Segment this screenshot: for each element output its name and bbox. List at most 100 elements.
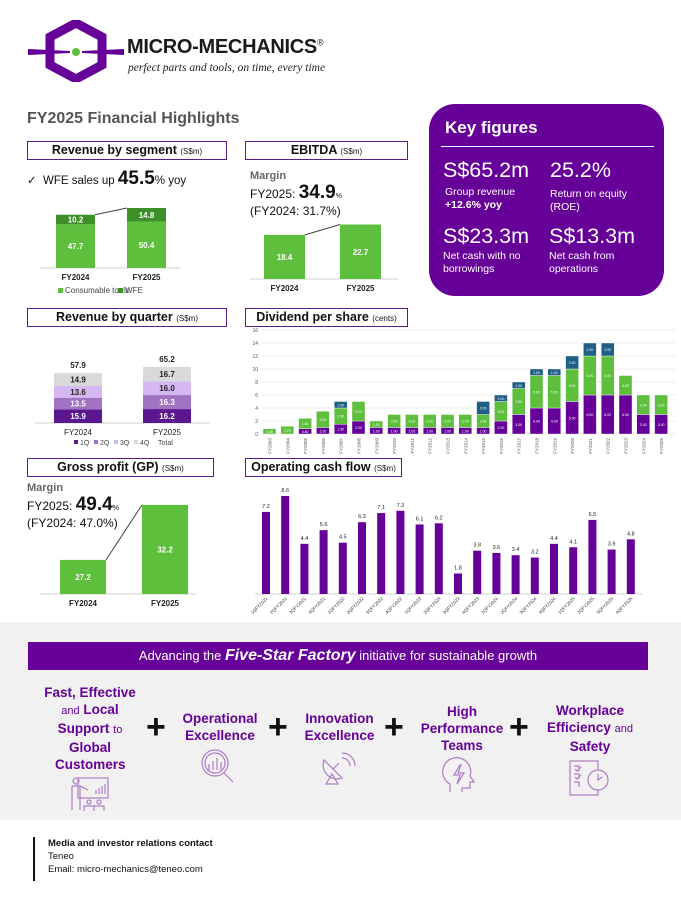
data-label: 32.2 (157, 545, 173, 554)
tagline: perfect parts and tools, on time, every … (128, 62, 326, 74)
data-label: 5.00 (569, 384, 576, 388)
cash-flow-bar (550, 543, 558, 594)
data-label: 5.00 (551, 390, 558, 394)
x-tick-label: FY2025 (153, 428, 182, 437)
data-label: 16.2 (159, 412, 175, 421)
y-tick-label: 16 (252, 328, 258, 334)
legend-swatch (118, 288, 123, 293)
x-tick-label: FY2018 (535, 438, 540, 454)
cash-flow-bar (626, 539, 635, 594)
dividend-bar (565, 355, 579, 370)
x-tick-label: FY2024 (64, 428, 93, 437)
x-tick-label: FY2011 (410, 438, 415, 454)
pillar-high-performance-teams: High Performance Teams (420, 704, 504, 753)
legend-label: 2Q (100, 440, 110, 447)
data-label: 14.9 (70, 376, 86, 385)
bar-wfe (127, 208, 166, 222)
data-label: 22.7 (353, 248, 369, 257)
y-tick-label: 2 (255, 419, 258, 425)
data-label: 6.1 (416, 516, 424, 522)
data-label: 1.00 (373, 423, 380, 427)
company-logo (28, 20, 124, 82)
data-label: 6.00 (604, 374, 611, 378)
legend-swatch (58, 288, 63, 293)
pillar-customer-support: Fast, Effective and Local Support to Glo… (44, 685, 136, 772)
data-label: 16.3 (159, 398, 175, 407)
dividend-bar (601, 342, 615, 357)
cash-flow-header: Operating cash flow (S$m) (245, 458, 402, 477)
data-label: 0.80 (266, 430, 273, 434)
cash-flow-bar (454, 573, 462, 594)
data-label: 5.00 (569, 416, 576, 420)
legend-label: WFE (125, 286, 143, 295)
data-label: 2.00 (462, 420, 469, 424)
x-tick-label: FY2021 (588, 438, 593, 454)
pillar-operational-excellence: Operational Excellence (182, 711, 258, 743)
x-tick-label: FY2025 (151, 599, 180, 608)
data-label: 3.00 (640, 403, 647, 407)
x-tick-label: 3QFY2021 (288, 596, 307, 615)
x-tick-label: FY2022 (606, 438, 611, 454)
bar-consumable-tools (56, 224, 95, 268)
operating-cash-label: Net cash from operations (549, 250, 615, 275)
cash-flow-bar (434, 523, 443, 594)
cash-flow-bar (358, 522, 366, 594)
data-label: 1.00 (391, 429, 398, 433)
x-tick-label: FY2004 (285, 438, 290, 454)
data-label: 2.00 (355, 426, 362, 430)
legend-swatch (94, 440, 98, 444)
dividend-bar (618, 375, 633, 396)
data-label: 1.00 (444, 429, 451, 433)
gross-profit-header: Gross profit (GP) (S$m) (27, 458, 214, 477)
data-label: 4.00 (533, 420, 540, 424)
data-label: 1.00 (515, 384, 522, 388)
cash-flow-bar (319, 530, 328, 594)
x-tick-label: 1QFY2022 (327, 596, 346, 615)
x-tick-label: FY2019 (552, 438, 557, 454)
data-label: 6.00 (586, 374, 593, 378)
x-tick-label: 3QFY2024 (519, 596, 538, 615)
dividend-bar (512, 381, 526, 389)
dividend-bar (369, 420, 383, 428)
dividend-bar (583, 342, 597, 357)
data-label: 3.00 (658, 423, 665, 427)
bar-3q (143, 381, 191, 396)
y-tick-label: 12 (252, 354, 258, 360)
data-label: 13.5 (70, 400, 86, 409)
data-label: 1.00 (337, 403, 344, 407)
data-label: 1.20 (284, 429, 291, 433)
y-tick-label: 0 (255, 432, 258, 438)
head-lightning-icon (442, 757, 476, 792)
plus-icon: + (146, 708, 166, 746)
cash-flow-bar (396, 510, 405, 594)
group-revenue-label: Group revenue (445, 186, 516, 198)
data-label: 7.1 (377, 505, 385, 511)
y-tick-label: 10 (252, 367, 258, 373)
data-label: 2.00 (497, 426, 504, 430)
x-tick-label: FY2024 (61, 273, 90, 282)
wfe-note: ✓ WFE sales up 45.5% yoy (27, 168, 187, 189)
data-label: 2.00 (569, 361, 576, 365)
cash-flow-bar (338, 542, 347, 594)
dividend-bar (636, 394, 650, 415)
cash-flow-bar (473, 550, 482, 594)
data-label: 7.2 (262, 504, 270, 510)
x-tick-label: FY2015 (481, 438, 486, 454)
pillar-workplace-efficiency: Workplace Efficiency and Safety (547, 703, 633, 754)
plus-icon: + (509, 708, 529, 746)
revenue-segment-header: Revenue by segment (S$m) (27, 141, 227, 160)
contact-title: Media and investor relations contact (48, 838, 213, 849)
dividend-bar (476, 401, 490, 415)
data-label: 2.00 (444, 420, 451, 424)
legend-swatch (134, 440, 138, 444)
key-figures-panel: Key figures S$65.2m Group revenue +12.6%… (429, 104, 664, 296)
contact-email[interactable]: Email: micro-mechanics@teneo.com (48, 864, 203, 875)
y-tick-label: 8 (255, 380, 258, 386)
data-label: 1.60 (302, 422, 309, 426)
x-tick-label: 2QFY2023 (423, 596, 442, 615)
data-label: 3.4 (512, 547, 520, 553)
x-tick-label: FY2025 (132, 273, 161, 282)
data-label: 27.2 (75, 573, 91, 582)
ebitda-margin: Margin FY2025: 34.9% (FY2024: 31.7%) (250, 170, 342, 218)
x-tick-label: FY2024 (270, 284, 299, 293)
